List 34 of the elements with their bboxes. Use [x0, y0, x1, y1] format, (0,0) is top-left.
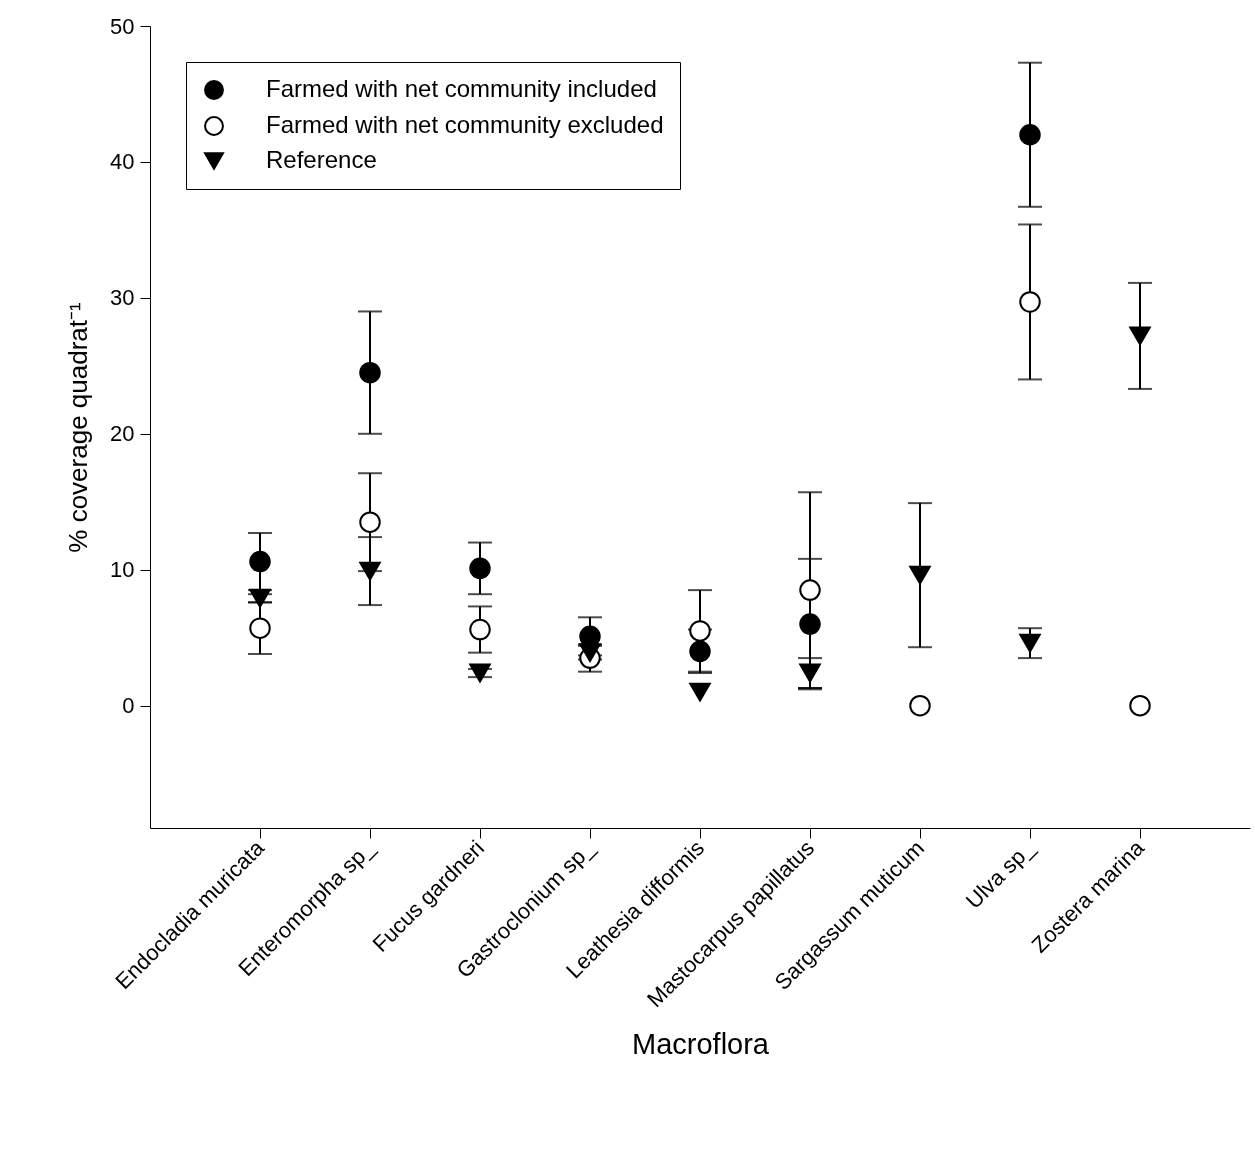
point: [1129, 694, 1151, 717]
y-tick-label: 30: [110, 285, 135, 311]
legend-label: Farmed with net community included: [266, 75, 657, 102]
point: [1019, 291, 1041, 313]
x-tick-label: Ulva sp_: [960, 834, 1040, 914]
y-tick-label: 20: [110, 421, 135, 447]
y-tick-label: 40: [110, 149, 135, 175]
legend-label: Reference: [266, 146, 377, 173]
point: [469, 663, 491, 683]
y-tick-label: 0: [122, 693, 135, 719]
point: [689, 620, 711, 642]
point: [1019, 124, 1041, 146]
point: [469, 618, 491, 641]
x-axis-title: Macroflora: [632, 1028, 770, 1061]
point: [689, 640, 711, 663]
point: [689, 682, 711, 702]
point: [799, 663, 821, 683]
point: [249, 550, 271, 573]
point: [249, 588, 271, 608]
y-tick-label: 10: [110, 557, 135, 583]
point: [799, 613, 821, 635]
point: [909, 694, 931, 717]
y-axis-title: % coverage quadrat⁻¹: [63, 301, 94, 553]
point: [359, 561, 381, 581]
point: [1129, 326, 1151, 346]
legend-label: Farmed with net community excluded: [266, 111, 664, 138]
point: [469, 557, 491, 580]
point: [1019, 633, 1041, 653]
point: [799, 579, 821, 601]
point: [909, 565, 931, 585]
point: [359, 361, 381, 384]
point: [359, 511, 381, 533]
y-tick-label: 50: [110, 13, 135, 39]
point: [249, 617, 271, 639]
